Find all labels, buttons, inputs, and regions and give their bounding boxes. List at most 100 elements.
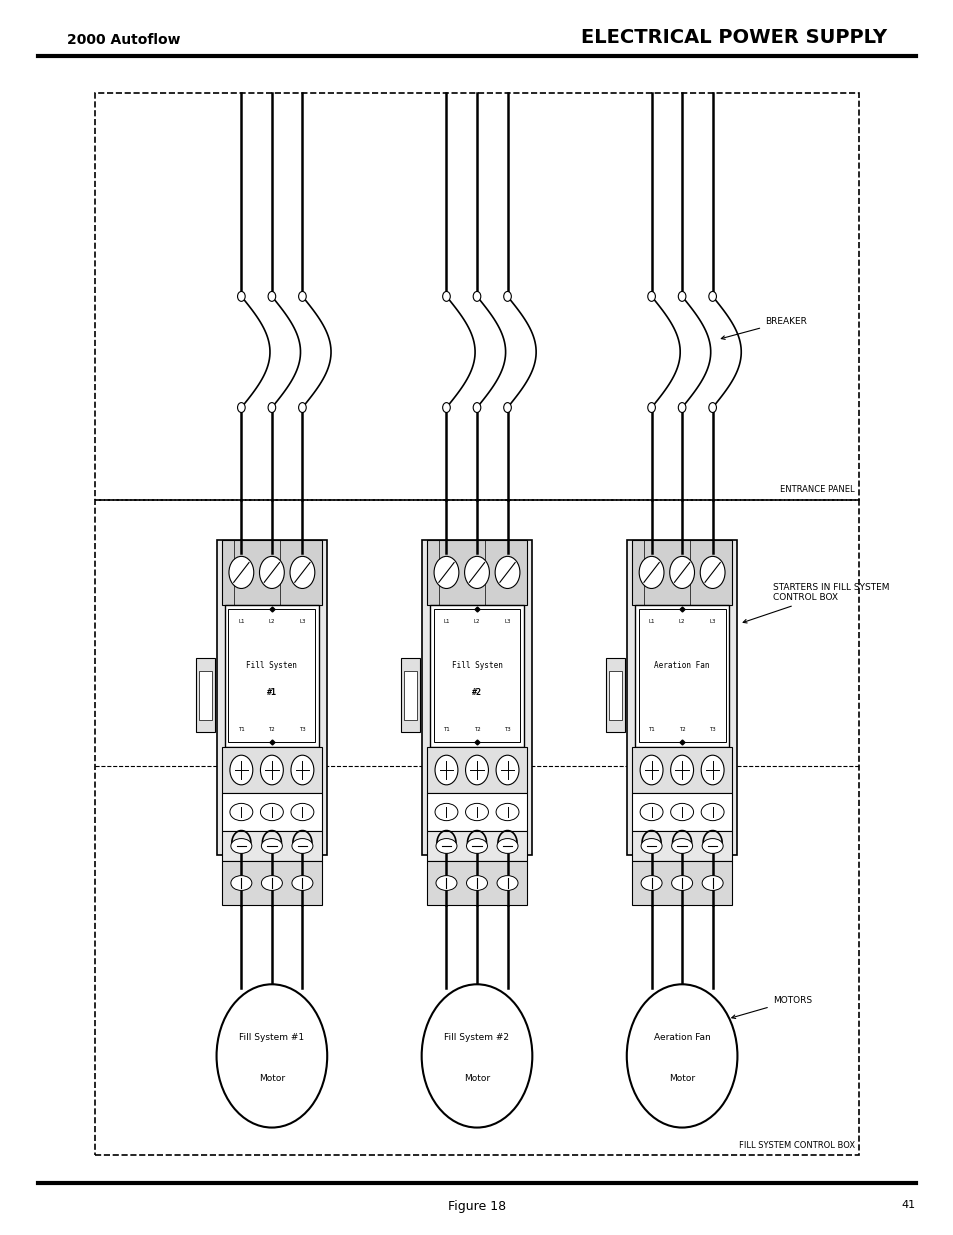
Bar: [635, 605, 728, 746]
Bar: [229, 610, 314, 741]
Ellipse shape: [436, 839, 456, 853]
Circle shape: [268, 291, 275, 301]
Bar: [221, 746, 321, 794]
Ellipse shape: [436, 876, 456, 890]
Bar: [221, 862, 321, 904]
Bar: [196, 658, 214, 732]
Text: #2: #2: [472, 688, 481, 698]
Bar: [631, 541, 731, 605]
Bar: [427, 831, 526, 862]
Circle shape: [495, 557, 519, 589]
Bar: [427, 794, 526, 830]
Text: T1: T1: [647, 726, 655, 731]
Ellipse shape: [671, 876, 692, 890]
Ellipse shape: [292, 876, 313, 890]
Ellipse shape: [701, 876, 722, 890]
Text: Motor: Motor: [463, 1073, 490, 1083]
Circle shape: [700, 755, 723, 785]
Ellipse shape: [231, 876, 252, 890]
Bar: [429, 605, 524, 746]
Text: T3: T3: [503, 726, 511, 731]
Circle shape: [268, 403, 275, 412]
Circle shape: [678, 403, 685, 412]
Ellipse shape: [465, 804, 488, 821]
Bar: [427, 541, 526, 605]
Circle shape: [465, 755, 488, 785]
Text: Fill Systen: Fill Systen: [246, 661, 297, 671]
Text: Fill System #2: Fill System #2: [444, 1032, 509, 1042]
Circle shape: [700, 557, 724, 589]
Circle shape: [442, 403, 450, 412]
Text: T1: T1: [237, 726, 245, 731]
Text: L3: L3: [504, 620, 510, 625]
Text: 2000 Autoflow: 2000 Autoflow: [67, 33, 180, 47]
Bar: [198, 671, 212, 720]
Circle shape: [503, 403, 511, 412]
Circle shape: [237, 403, 245, 412]
Ellipse shape: [639, 804, 662, 821]
Ellipse shape: [496, 804, 518, 821]
Text: T1: T1: [442, 726, 450, 731]
Text: Aeration Fan: Aeration Fan: [653, 1032, 710, 1042]
Bar: [638, 610, 724, 741]
Text: STARTERS IN FILL SYSTEM
CONTROL BOX: STARTERS IN FILL SYSTEM CONTROL BOX: [742, 583, 888, 622]
Bar: [221, 541, 321, 605]
Bar: [95, 500, 858, 1155]
Ellipse shape: [231, 839, 252, 853]
Bar: [631, 862, 731, 904]
Bar: [626, 541, 736, 855]
Bar: [631, 831, 731, 862]
Text: Fill Systen: Fill Systen: [451, 661, 502, 671]
Circle shape: [708, 291, 716, 301]
Bar: [221, 794, 321, 830]
Circle shape: [473, 291, 480, 301]
Text: ENTRANCE PANEL: ENTRANCE PANEL: [780, 485, 854, 494]
Bar: [433, 610, 520, 741]
Text: L1: L1: [238, 620, 244, 625]
Text: Fill System #1: Fill System #1: [239, 1032, 304, 1042]
Bar: [631, 746, 731, 794]
Circle shape: [639, 755, 662, 785]
Text: T2: T2: [678, 726, 685, 731]
Text: T2: T2: [473, 726, 480, 731]
Text: L2: L2: [679, 620, 684, 625]
Text: L2: L2: [474, 620, 479, 625]
Ellipse shape: [261, 876, 282, 890]
Bar: [608, 671, 621, 720]
Circle shape: [669, 557, 694, 589]
Circle shape: [496, 755, 518, 785]
Bar: [225, 605, 318, 746]
Text: T3: T3: [708, 726, 716, 731]
Text: ELECTRICAL POWER SUPPLY: ELECTRICAL POWER SUPPLY: [580, 28, 886, 47]
Circle shape: [259, 557, 284, 589]
Ellipse shape: [671, 839, 692, 853]
Circle shape: [503, 291, 511, 301]
Circle shape: [647, 291, 655, 301]
Ellipse shape: [291, 804, 314, 821]
Text: Motor: Motor: [258, 1073, 285, 1083]
Text: #1: #1: [267, 688, 276, 698]
Circle shape: [708, 403, 716, 412]
Bar: [95, 93, 858, 500]
Text: 41: 41: [901, 1200, 915, 1210]
Text: L2: L2: [269, 620, 274, 625]
Ellipse shape: [640, 876, 661, 890]
Text: Figure 18: Figure 18: [448, 1200, 505, 1214]
Circle shape: [237, 291, 245, 301]
Bar: [427, 746, 526, 794]
Ellipse shape: [700, 804, 723, 821]
Circle shape: [290, 557, 314, 589]
Bar: [427, 862, 526, 904]
Circle shape: [473, 403, 480, 412]
Ellipse shape: [230, 804, 253, 821]
Bar: [404, 671, 416, 720]
Text: Aeration Fan: Aeration Fan: [654, 661, 709, 671]
Ellipse shape: [497, 876, 517, 890]
Circle shape: [291, 755, 314, 785]
Ellipse shape: [670, 804, 693, 821]
Circle shape: [626, 984, 737, 1128]
Circle shape: [639, 557, 663, 589]
Circle shape: [216, 984, 327, 1128]
Circle shape: [298, 403, 306, 412]
Bar: [631, 794, 731, 830]
